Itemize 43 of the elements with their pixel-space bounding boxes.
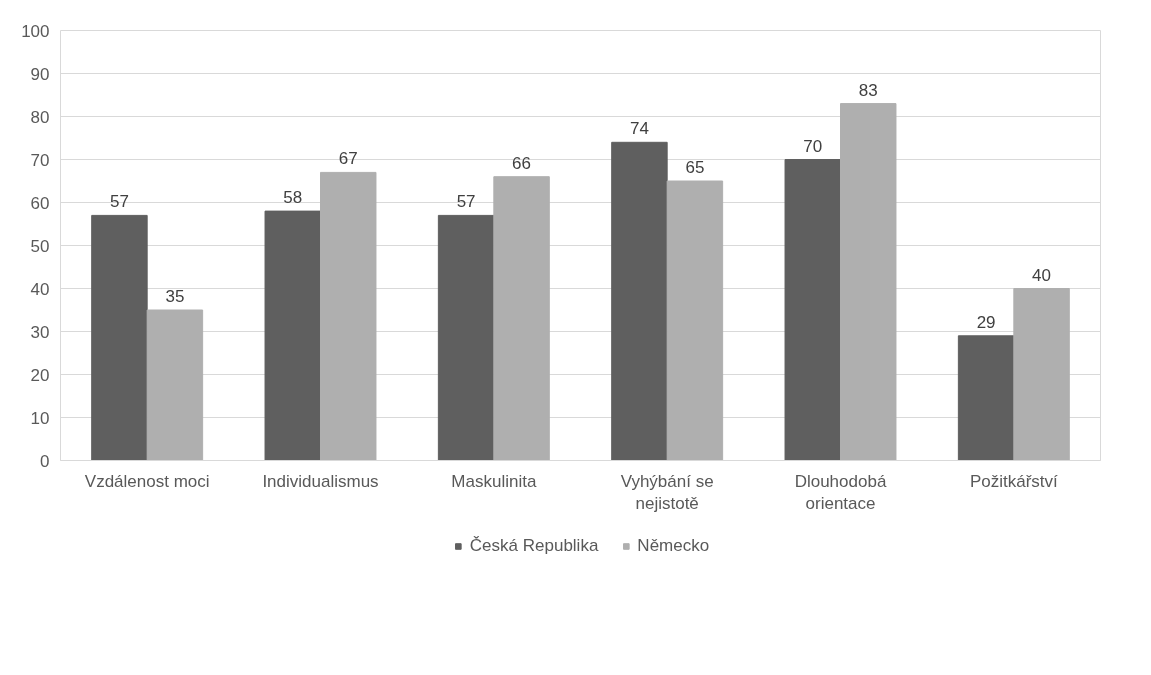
- data-label: 65: [685, 158, 705, 177]
- legend-label: Česká Republika: [469, 536, 599, 556]
- y-tick-label: 80: [30, 107, 50, 127]
- data-label: 67: [338, 149, 358, 169]
- y-tick-label: 40: [30, 279, 50, 299]
- bar: [666, 180, 724, 461]
- bar: [320, 171, 377, 461]
- bar: [611, 141, 668, 461]
- x-tick-label: Vyhýbání se nejistotě: [620, 471, 714, 514]
- y-tick-label: 60: [30, 193, 50, 213]
- data-label: 70: [803, 136, 823, 156]
- bar: [91, 214, 148, 461]
- y-tick-label: 30: [30, 322, 50, 342]
- y-tick-label: 10: [30, 408, 50, 428]
- y-tick-label: 50: [30, 236, 50, 256]
- x-tick-label: Požitkářství: [969, 471, 1059, 491]
- bar: [493, 176, 550, 461]
- y-tick-label: 90: [30, 64, 50, 84]
- data-label: 66: [512, 153, 532, 173]
- data-label: 57: [109, 192, 129, 212]
- data-label: 35: [165, 287, 185, 306]
- bar: [437, 214, 495, 461]
- data-label: 40: [1032, 265, 1052, 285]
- data-label: 57: [456, 192, 476, 212]
- x-tick-label: Individualismus: [262, 471, 379, 491]
- y-tick-label: 0: [40, 451, 50, 471]
- data-label: 29: [976, 312, 996, 332]
- y-tick-label: 100: [21, 21, 50, 41]
- data-label: 83: [858, 80, 878, 100]
- data-label: 74: [629, 119, 649, 139]
- bar: [264, 210, 321, 461]
- y-tick-label: 20: [30, 365, 50, 385]
- legend-label: Německo: [637, 536, 710, 556]
- bar: [1013, 288, 1070, 461]
- x-tick-label: Dlouhodobá orientace: [794, 471, 887, 514]
- x-tick-label: Maskulinita: [451, 471, 537, 491]
- bar: [146, 309, 204, 461]
- bar: [957, 335, 1015, 461]
- bar: [840, 103, 897, 461]
- data-label: 58: [283, 188, 303, 208]
- x-tick-label: Vzdálenost moci: [84, 471, 210, 491]
- bar: [784, 159, 841, 461]
- y-tick-label: 70: [30, 150, 50, 170]
